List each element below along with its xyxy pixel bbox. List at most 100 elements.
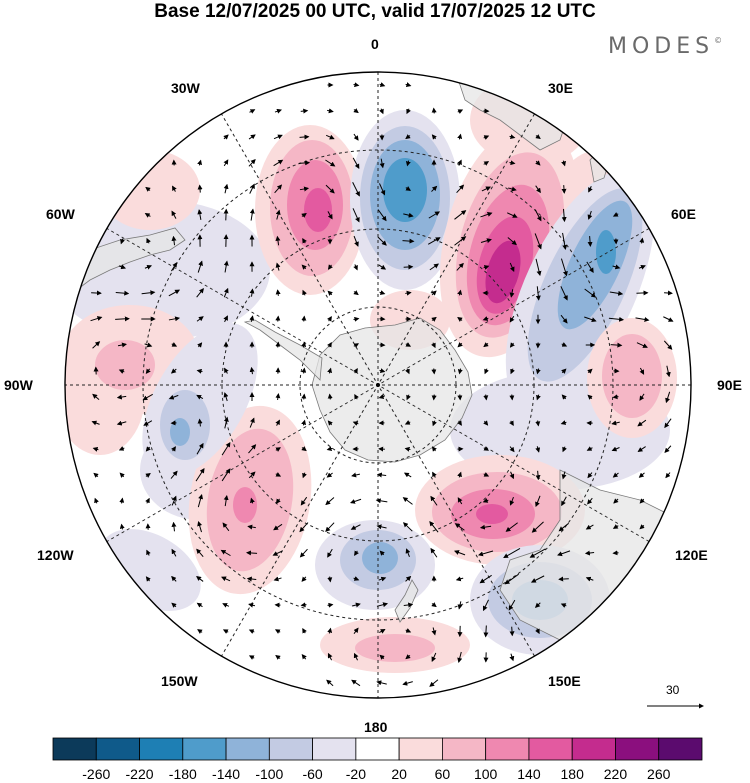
- wind-arrow: [248, 655, 255, 660]
- wind-arrow: [457, 289, 463, 296]
- colorbar-box: [312, 737, 357, 761]
- anomaly-high-atlantic: [255, 125, 365, 295]
- antarctic-peninsula-land: [243, 319, 323, 381]
- wind-arrow: [350, 498, 362, 504]
- wind-arrow: [197, 493, 204, 508]
- wind-arrow: [665, 472, 671, 479]
- wind-arrow: [246, 576, 257, 582]
- wind-arrow: [145, 186, 151, 192]
- wind-arrow: [144, 212, 151, 218]
- wind-arrow: [509, 289, 515, 298]
- wind-arrow: [170, 470, 178, 479]
- wind-arrow: [248, 158, 256, 167]
- wind-arrow: [483, 135, 490, 140]
- anomaly-high-australia: [415, 455, 585, 565]
- wind-arrow: [431, 652, 437, 662]
- wind-arrow: [431, 394, 437, 401]
- wind-arrow: [432, 420, 437, 427]
- wind-arrow: [354, 550, 359, 556]
- wind-arrow: [221, 442, 231, 456]
- wind-arrow: [457, 109, 464, 114]
- wind-arrow: [535, 134, 541, 140]
- wind-arrow: [454, 550, 466, 556]
- wind-arrow: [353, 576, 360, 581]
- wind-arrow: [301, 212, 307, 218]
- wind-arrow: [171, 548, 177, 557]
- lon-label-150e: 150E: [548, 673, 581, 689]
- lon-label-30w: 30W: [171, 80, 200, 96]
- wind-arrow: [119, 523, 125, 530]
- wind-arrow: [406, 108, 411, 115]
- wind-arrow: [456, 262, 464, 271]
- antarctica-land: [311, 317, 473, 463]
- wind-arrow: [587, 368, 593, 374]
- wind-arrow: [327, 108, 334, 114]
- wind-arrow: [612, 472, 619, 478]
- wind-arrow: [535, 286, 541, 301]
- wind-arrow: [483, 394, 489, 401]
- wind-arrow: [505, 522, 518, 532]
- wind-arrow: [327, 342, 332, 348]
- wind-arrow: [275, 289, 281, 296]
- wind-arrow: [404, 446, 411, 452]
- wind-arrow: [483, 446, 490, 451]
- wind-arrow: [249, 288, 255, 297]
- wind-arrow: [275, 341, 281, 348]
- wind-arrow: [224, 367, 229, 374]
- wind-arrow: [503, 548, 521, 559]
- wind-arrow: [223, 159, 229, 167]
- colorbar-box: [225, 737, 270, 761]
- wind-arrow: [483, 472, 490, 477]
- wind-arrow: [535, 258, 542, 277]
- wind-arrow: [405, 134, 411, 140]
- wind-arrow: [509, 315, 515, 323]
- wind-arrow: [611, 420, 620, 426]
- wind-arrow: [457, 651, 463, 663]
- wind-arrow: [170, 368, 177, 374]
- wind-arrow: [531, 521, 544, 533]
- wind-arrow: [509, 471, 515, 480]
- wind-arrow: [119, 472, 125, 478]
- wind-arrow: [612, 524, 619, 529]
- wind-arrow: [457, 601, 463, 610]
- wind-arrow: [405, 290, 412, 296]
- wind-arrow: [377, 209, 387, 222]
- wind-arrow: [353, 108, 359, 114]
- colorbar-tick-label: 60: [434, 766, 451, 782]
- wind-arrow: [454, 236, 467, 246]
- wind-arrow: [327, 652, 333, 661]
- wind-arrow: [145, 446, 151, 452]
- wind-arrow: [93, 472, 99, 478]
- wind-arrow: [560, 603, 567, 608]
- wind-arrow: [171, 446, 176, 452]
- wind-arrow: [197, 209, 203, 220]
- wind-arrow: [245, 550, 258, 556]
- wind-arrow: [379, 550, 385, 556]
- wind-arrow: [197, 260, 203, 273]
- wind-arrow: [481, 186, 491, 192]
- wind-arrow: [535, 420, 541, 427]
- wind-arrow: [376, 524, 387, 530]
- wind-arrow: [171, 262, 178, 272]
- wind-arrow: [273, 159, 284, 167]
- wind-arrow: [353, 652, 359, 661]
- wind-arrow: [405, 575, 412, 582]
- wind-arrow: [534, 209, 542, 222]
- wind-arrow: [300, 496, 308, 506]
- wind-arrow: [248, 629, 255, 634]
- wind-arrow: [196, 316, 204, 322]
- wind-arrow: [584, 550, 595, 556]
- wind-arrow: [118, 369, 125, 374]
- wind-arrow: [273, 134, 283, 140]
- wind-arrow: [248, 444, 257, 454]
- wind-arrow: [146, 549, 151, 556]
- wind-arrow: [587, 497, 593, 505]
- wind-arrow: [143, 420, 153, 426]
- colorbar-tick-label: 100: [473, 766, 498, 782]
- colorbar-tick-label: -140: [212, 766, 241, 782]
- wind-arrow: [584, 288, 597, 298]
- wind-arrow: [196, 394, 204, 400]
- wind-arrow: [483, 161, 490, 166]
- wind-arrow: [457, 159, 462, 166]
- wind-arrow: [222, 629, 229, 634]
